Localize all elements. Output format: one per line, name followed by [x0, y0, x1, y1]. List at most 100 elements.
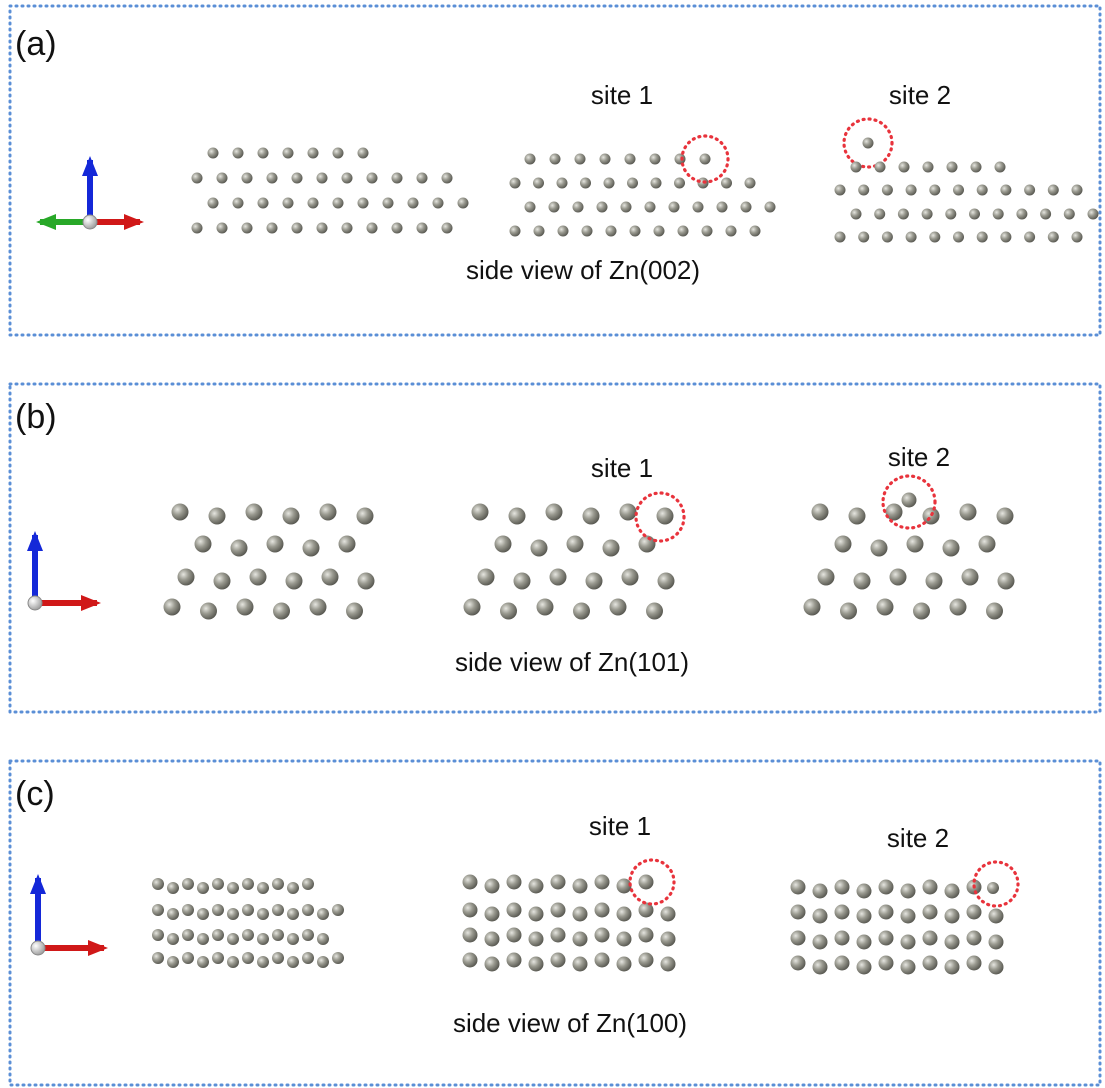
atom — [332, 904, 344, 916]
atom — [514, 573, 531, 590]
atom — [302, 878, 314, 890]
atom — [463, 953, 478, 968]
atom — [257, 908, 269, 920]
atom — [583, 508, 600, 525]
atom — [549, 202, 560, 213]
atom — [339, 536, 356, 553]
atom — [308, 148, 319, 159]
atom — [977, 232, 988, 243]
atom — [646, 603, 663, 620]
atom — [272, 878, 284, 890]
atom — [367, 173, 378, 184]
atom — [320, 504, 337, 521]
caption: side view of Zn(002) — [466, 255, 700, 285]
atom — [358, 198, 369, 209]
atom — [233, 198, 244, 209]
atom — [209, 508, 226, 525]
site-label: site 1 — [591, 80, 653, 110]
atom — [580, 178, 591, 189]
atom — [283, 148, 294, 159]
atom — [840, 603, 857, 620]
atom — [417, 223, 428, 234]
atom — [212, 929, 224, 941]
atom — [178, 569, 195, 586]
atom — [551, 903, 566, 918]
atom — [267, 173, 278, 184]
atom — [953, 232, 964, 243]
atom — [595, 875, 610, 890]
atom — [657, 508, 674, 525]
atom — [287, 956, 299, 968]
panel-label: (a) — [15, 25, 57, 63]
atom — [901, 884, 916, 899]
atom — [923, 956, 938, 971]
atom — [947, 162, 958, 173]
atom — [525, 202, 536, 213]
atom — [302, 904, 314, 916]
atom — [858, 232, 869, 243]
atom — [573, 202, 584, 213]
atom — [923, 162, 934, 173]
atom — [858, 185, 869, 196]
atom — [267, 223, 278, 234]
atom — [182, 878, 194, 890]
atom — [926, 573, 943, 590]
atom — [246, 504, 263, 521]
atom — [950, 599, 967, 616]
atom — [283, 508, 300, 525]
atom — [237, 599, 254, 616]
atom — [987, 882, 999, 894]
atom — [1024, 185, 1035, 196]
atom — [977, 185, 988, 196]
atom — [287, 933, 299, 945]
atom — [573, 879, 588, 894]
atom — [1072, 185, 1083, 196]
atom — [197, 956, 209, 968]
atom — [510, 178, 521, 189]
atom — [791, 931, 806, 946]
atom — [242, 878, 254, 890]
atom — [212, 878, 224, 890]
panel-label: (b) — [15, 398, 57, 436]
atom — [907, 536, 924, 553]
atom — [478, 569, 495, 586]
atom — [857, 960, 872, 975]
atom — [152, 878, 164, 890]
atom — [595, 903, 610, 918]
atom — [943, 540, 960, 557]
atom — [693, 202, 704, 213]
atom — [923, 905, 938, 920]
atom — [898, 209, 909, 220]
atom — [745, 178, 756, 189]
arrow-head — [88, 940, 108, 956]
atom — [1000, 185, 1011, 196]
atom — [208, 148, 219, 159]
atom — [167, 908, 179, 920]
atom — [442, 173, 453, 184]
atom — [979, 536, 996, 553]
atom — [835, 536, 852, 553]
atom — [923, 931, 938, 946]
atom — [597, 202, 608, 213]
atom — [283, 198, 294, 209]
atom — [603, 540, 620, 557]
atom — [292, 223, 303, 234]
atom — [152, 929, 164, 941]
atom — [485, 879, 500, 894]
atom — [645, 202, 656, 213]
atom — [227, 956, 239, 968]
atom — [573, 957, 588, 972]
atom — [606, 226, 617, 237]
atom — [573, 603, 590, 620]
atom — [617, 932, 632, 947]
atom — [1064, 209, 1075, 220]
atom — [882, 232, 893, 243]
atom — [507, 903, 522, 918]
atom — [874, 209, 885, 220]
atom — [322, 569, 339, 586]
site-label: site 2 — [887, 823, 949, 853]
atom — [857, 935, 872, 950]
atom — [257, 956, 269, 968]
atom — [654, 226, 665, 237]
atom — [227, 933, 239, 945]
